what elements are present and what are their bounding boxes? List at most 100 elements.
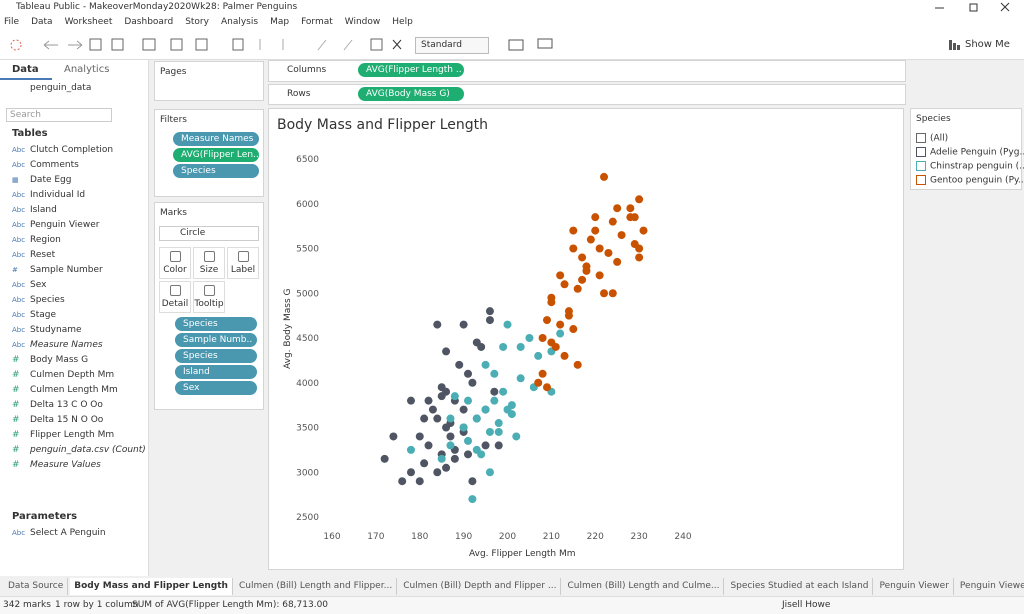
sheet-tab[interactable]: Data Source bbox=[4, 578, 69, 595]
sheet-tab[interactable]: Body Mass and Flipper Length bbox=[70, 578, 233, 595]
menu-item[interactable]: Data bbox=[31, 17, 53, 27]
field-name: Date Egg bbox=[30, 175, 72, 185]
mark-type-dropdown[interactable]: Circle bbox=[159, 226, 259, 241]
field-name: Stage bbox=[30, 310, 57, 320]
sheet-tab[interactable]: Culmen (Bill) Depth and Flipper ... bbox=[399, 578, 562, 595]
field-row[interactable]: Abc Clutch Completion bbox=[12, 143, 113, 158]
menu-item[interactable]: Story bbox=[185, 17, 209, 27]
field-row[interactable]: # Body Mass G bbox=[12, 353, 88, 368]
field-icon: Abc bbox=[12, 221, 26, 229]
field-row[interactable]: Abc Comments bbox=[12, 158, 79, 173]
analytics-tab[interactable]: Analytics bbox=[64, 64, 110, 75]
menu-item[interactable]: Help bbox=[392, 17, 413, 27]
marks-pill[interactable]: Species bbox=[175, 349, 257, 363]
field-row[interactable]: Abc Sex bbox=[12, 278, 46, 293]
menu-item[interactable]: Worksheet bbox=[64, 17, 113, 27]
menu-item[interactable]: Window bbox=[344, 17, 381, 27]
marks-button[interactable]: Label bbox=[227, 247, 259, 279]
rows-pill[interactable]: AVG(Body Mass G) bbox=[358, 87, 464, 101]
marks-pill[interactable]: Sample Numb.. bbox=[175, 333, 257, 347]
marks-button[interactable]: Detail bbox=[159, 281, 191, 313]
scatter-point bbox=[556, 271, 565, 280]
menu-item[interactable]: Analysis bbox=[220, 17, 259, 27]
field-icon: Abc bbox=[12, 161, 26, 169]
field-row[interactable]: # Delta 15 N O Oo bbox=[12, 413, 103, 428]
title-bar: Tableau Public - MakeoverMonday2020Wk28:… bbox=[0, 0, 1024, 15]
field-row[interactable]: Abc Individual Id bbox=[12, 188, 85, 203]
field-row[interactable]: # penguin_data.csv (Count) bbox=[12, 443, 146, 458]
present-icons[interactable] bbox=[508, 38, 556, 52]
field-row[interactable]: Abc Stage bbox=[12, 308, 56, 323]
field-row[interactable]: Abc Species bbox=[12, 293, 65, 308]
sheet-tab[interactable]: Culmen (Bill) Length and Flipper... bbox=[235, 578, 398, 595]
columns-pill[interactable]: AVG(Flipper Length .. bbox=[358, 63, 464, 77]
y-tick-label: 6500 bbox=[296, 155, 319, 165]
marks-pill[interactable]: Island bbox=[175, 365, 257, 379]
data-source[interactable]: penguin_data bbox=[30, 83, 92, 93]
field-row[interactable]: Abc Island bbox=[12, 203, 57, 218]
menu-item[interactable]: Map bbox=[270, 17, 290, 27]
status-layout: 1 row by 1 column bbox=[55, 600, 139, 610]
x-tick-label: 160 bbox=[323, 532, 340, 542]
scatter-point bbox=[534, 378, 543, 387]
field-row[interactable]: ▦ Date Egg bbox=[12, 173, 71, 188]
field-row[interactable]: # Culmen Length Mm bbox=[12, 383, 118, 398]
marks-pill[interactable]: Sex bbox=[175, 381, 257, 395]
marks-button[interactable]: Color bbox=[159, 247, 191, 279]
field-row[interactable]: Abc Measure Names bbox=[12, 338, 103, 353]
field-row[interactable]: Abc Region bbox=[12, 233, 61, 248]
field-row[interactable]: Abc Reset bbox=[12, 248, 55, 263]
x-tick-label: 210 bbox=[543, 532, 560, 542]
menu-item[interactable]: File bbox=[4, 17, 20, 27]
marks-button[interactable]: Tooltip bbox=[193, 281, 225, 313]
field-row[interactable]: # Delta 13 C O Oo bbox=[12, 398, 103, 413]
scatter-point bbox=[507, 401, 516, 410]
legend-checkbox bbox=[916, 161, 926, 171]
field-row[interactable]: # Culmen Depth Mm bbox=[12, 368, 114, 383]
data-tab[interactable]: Data bbox=[12, 64, 39, 75]
field-row[interactable]: # Sample Number bbox=[12, 263, 103, 278]
field-name: Region bbox=[30, 235, 61, 245]
menu-item[interactable]: Format bbox=[301, 17, 333, 27]
toolbar-icons[interactable] bbox=[8, 37, 408, 53]
sheet-tab[interactable]: Species Studied at each Island bbox=[726, 578, 874, 595]
field-icon: Abc bbox=[12, 296, 26, 304]
fit-dropdown[interactable]: Standard bbox=[415, 37, 489, 54]
field-icon: Abc bbox=[12, 146, 26, 154]
menu-item[interactable]: Dashboard bbox=[124, 17, 174, 27]
field-row[interactable]: # Flipper Length Mm bbox=[12, 428, 114, 443]
legend-item[interactable]: (All) bbox=[916, 133, 948, 144]
legend-label: Adelie Penguin (Pyg... bbox=[930, 147, 1024, 158]
sheet-tab[interactable]: Culmen (Bill) Length and Culme... bbox=[563, 578, 725, 595]
field-name: Comments bbox=[30, 160, 79, 170]
search-box[interactable]: Search bbox=[6, 108, 112, 122]
window-controls[interactable] bbox=[930, 0, 1024, 15]
marks-button-icon bbox=[169, 285, 181, 296]
scatter-point bbox=[468, 378, 477, 387]
y-tick-label: 3500 bbox=[296, 424, 319, 434]
filter-pill[interactable]: Species bbox=[173, 164, 259, 178]
field-icon: # bbox=[12, 430, 20, 440]
marks-pill[interactable]: Species bbox=[175, 317, 257, 331]
field-row[interactable]: # Measure Values bbox=[12, 458, 101, 473]
legend-item[interactable]: Adelie Penguin (Pyg... bbox=[916, 147, 1024, 158]
scatter-point bbox=[406, 468, 415, 477]
chart: Body Mass and Flipper Length Avg. Flippe… bbox=[268, 108, 904, 570]
field-row[interactable]: Abc Penguin Viewer bbox=[12, 218, 99, 233]
scatter-point bbox=[595, 271, 604, 280]
legend-item[interactable]: Chinstrap penguin (... bbox=[916, 161, 1024, 172]
filter-pill[interactable]: AVG(Flipper Len.. bbox=[173, 148, 259, 162]
scatter-point bbox=[573, 284, 582, 293]
legend-item[interactable]: Gentoo penguin (Py... bbox=[916, 175, 1024, 186]
field-row[interactable]: Abc Studyname bbox=[12, 323, 82, 338]
marks-button[interactable]: Size bbox=[193, 247, 225, 279]
pages-title: Pages bbox=[160, 67, 187, 77]
sheet-tab[interactable]: Penguin Viewer (2) bbox=[956, 578, 1024, 595]
status-user[interactable]: Jisell Howe bbox=[782, 600, 831, 610]
filter-pill[interactable]: Measure Names bbox=[173, 132, 259, 146]
field-row[interactable]: Abc Select A Penguin bbox=[12, 526, 106, 541]
scatter-point bbox=[538, 334, 547, 342]
scatter-point bbox=[547, 293, 556, 302]
sheet-tab[interactable]: Penguin Viewer bbox=[875, 578, 954, 595]
show-me[interactable]: Show Me bbox=[965, 39, 1010, 50]
